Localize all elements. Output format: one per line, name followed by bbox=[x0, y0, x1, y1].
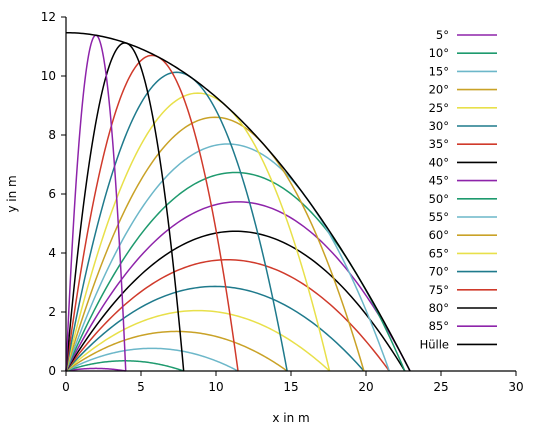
y-axis-label: y in m bbox=[5, 175, 19, 212]
x-tick-labels: 0 5 10 15 20 25 30 bbox=[62, 371, 524, 394]
x-axis-label: x in m bbox=[272, 411, 309, 425]
x-tick-label: 10 bbox=[208, 380, 223, 394]
y-tick-label: 6 bbox=[48, 187, 56, 201]
y-tick-label: 10 bbox=[41, 69, 56, 83]
series-line-15deg bbox=[65, 347, 239, 372]
series-line-envelope bbox=[65, 31, 411, 372]
legend-label: 25° bbox=[429, 101, 449, 115]
legend-label: 75° bbox=[429, 283, 449, 297]
legend-label: Hülle bbox=[420, 337, 449, 351]
legend-label: 45° bbox=[429, 174, 449, 188]
y-tick-label: 12 bbox=[41, 10, 56, 24]
x-tick-label: 0 bbox=[62, 380, 70, 394]
series-line-35deg bbox=[65, 258, 390, 372]
x-tick-label: 20 bbox=[358, 380, 373, 394]
x-tick-label: 5 bbox=[137, 380, 145, 394]
y-tick-label: 2 bbox=[48, 305, 56, 319]
legend-label: 65° bbox=[429, 246, 449, 260]
y-tick-label: 4 bbox=[48, 246, 56, 260]
legend-label: 15° bbox=[429, 64, 449, 78]
series-line-5deg bbox=[65, 367, 126, 372]
y-tick-label: 0 bbox=[48, 364, 56, 378]
series-line-30deg bbox=[65, 285, 365, 372]
legend-label: 70° bbox=[429, 265, 449, 279]
series-line-60deg bbox=[65, 116, 365, 372]
series-line-65deg bbox=[65, 92, 331, 372]
series-line-45deg bbox=[65, 201, 411, 372]
chart-curves bbox=[65, 31, 411, 372]
series-line-70deg bbox=[65, 71, 288, 372]
legend-label: 80° bbox=[429, 301, 449, 315]
series-line-75deg bbox=[65, 54, 239, 372]
legend-label: 5° bbox=[436, 28, 449, 42]
y-tick-labels: 0 2 4 6 8 10 12 bbox=[41, 10, 66, 378]
legend-label: 30° bbox=[429, 119, 449, 133]
x-tick-label: 30 bbox=[508, 380, 523, 394]
x-tick-label: 25 bbox=[433, 380, 448, 394]
series-line-85deg bbox=[65, 34, 127, 372]
legend-label: 35° bbox=[429, 137, 449, 151]
series-line-25deg bbox=[65, 309, 331, 372]
legend-label: 60° bbox=[429, 228, 449, 242]
legend-label: 10° bbox=[429, 46, 449, 60]
series-line-55deg bbox=[65, 143, 390, 372]
x-tick-label: 15 bbox=[283, 380, 298, 394]
legend-label: 55° bbox=[429, 210, 449, 224]
legend-label: 50° bbox=[429, 192, 449, 206]
series-line-20deg bbox=[65, 330, 288, 372]
y-tick-label: 8 bbox=[48, 128, 56, 142]
legend: 5° 10° 15° 20° 25° 30° 35° 40° 45° 50° 55° 60° 65° 70… bbox=[420, 28, 497, 351]
legend-label: 85° bbox=[429, 319, 449, 333]
legend-label: 20° bbox=[429, 83, 449, 97]
legend-label: 40° bbox=[429, 155, 449, 169]
